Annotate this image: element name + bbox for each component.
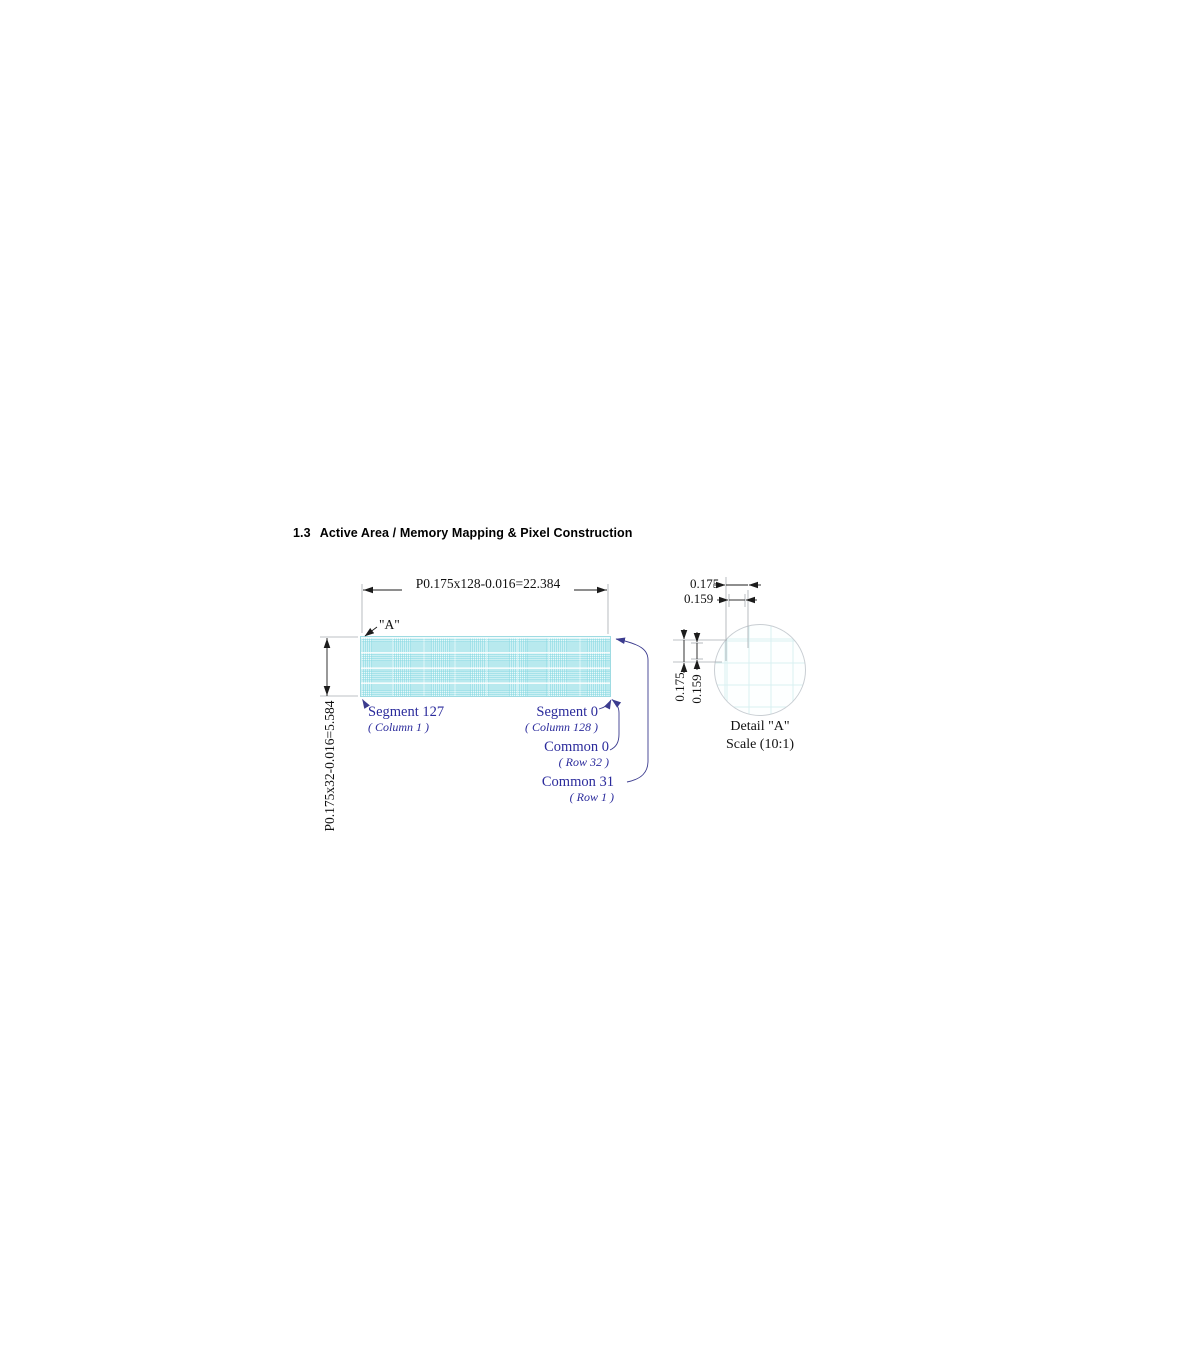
- common-0-title: Common 0: [544, 739, 609, 755]
- label-common-31: Common 31 ( Row 1 ): [495, 775, 614, 805]
- section-number: 1.3: [293, 526, 311, 540]
- active-area-pixel-grid: [360, 636, 611, 697]
- detail-horizontal-size: 0.159: [684, 591, 714, 606]
- segment-0-sub: ( Column 128 ): [525, 720, 598, 734]
- detail-caption: Detail "A" Scale (10:1): [699, 718, 821, 754]
- detail-vertical-pitch: 0.175: [672, 672, 687, 702]
- common-0-sub: ( Row 32 ): [558, 755, 609, 769]
- section-heading: 1.3 Active Area / Memory Mapping & Pixel…: [293, 526, 633, 540]
- detail-vertical-size: 0.159: [689, 674, 704, 704]
- detail-callout-label: "A": [379, 617, 400, 632]
- section-title: Active Area / Memory Mapping & Pixel Con…: [319, 526, 633, 540]
- segment-127-sub: ( Column 1 ): [368, 720, 429, 734]
- label-common-0: Common 0 ( Row 32 ): [490, 740, 609, 770]
- label-segment-0: Segment 0 ( Column 128 ): [480, 705, 598, 735]
- top-width-dimension: P0.175x128-0.016=22.384: [402, 576, 574, 592]
- left-height-dimension: P0.175x32-0.016=5.584: [322, 700, 337, 832]
- detail-caption-title: Detail "A": [730, 719, 790, 734]
- detail-caption-scale: Scale (10:1): [725, 737, 795, 752]
- segment-0-title: Segment 0: [536, 704, 598, 720]
- common-31-title: Common 31: [541, 774, 614, 790]
- segment-127-title: Segment 127: [368, 704, 445, 720]
- detail-a-circle: [714, 624, 806, 716]
- detail-horizontal-pitch: 0.175: [690, 576, 720, 591]
- common-31-sub: ( Row 1 ): [569, 790, 614, 804]
- label-segment-127: Segment 127 ( Column 1 ): [368, 705, 444, 735]
